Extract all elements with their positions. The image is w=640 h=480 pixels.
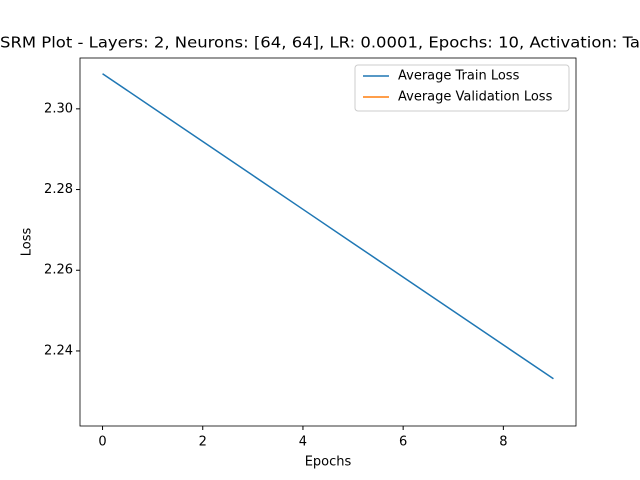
legend-label: Average Validation Loss bbox=[398, 90, 553, 105]
chart-title: SRM Plot - Layers: 2, Neurons: [64, 64],… bbox=[0, 34, 640, 52]
legend-box bbox=[354, 64, 570, 112]
y-tick-label: 2.24 bbox=[44, 343, 73, 358]
x-tick-label: 0 bbox=[98, 435, 106, 450]
x-tick-label: 4 bbox=[299, 435, 307, 450]
y-tick-label: 2.26 bbox=[44, 263, 73, 278]
legend-label: Average Train Loss bbox=[398, 69, 520, 84]
series-line bbox=[102, 73, 554, 380]
x-tick-label: 8 bbox=[499, 435, 507, 450]
x-axis-label: Epochs bbox=[305, 455, 352, 470]
y-axis-label: Loss bbox=[20, 228, 35, 257]
y-tick-label: 2.28 bbox=[44, 182, 73, 197]
plot-frame bbox=[79, 57, 577, 427]
x-tick-label: 2 bbox=[199, 435, 207, 450]
x-tick-label: 6 bbox=[399, 435, 407, 450]
y-tick-label: 2.30 bbox=[44, 101, 73, 116]
